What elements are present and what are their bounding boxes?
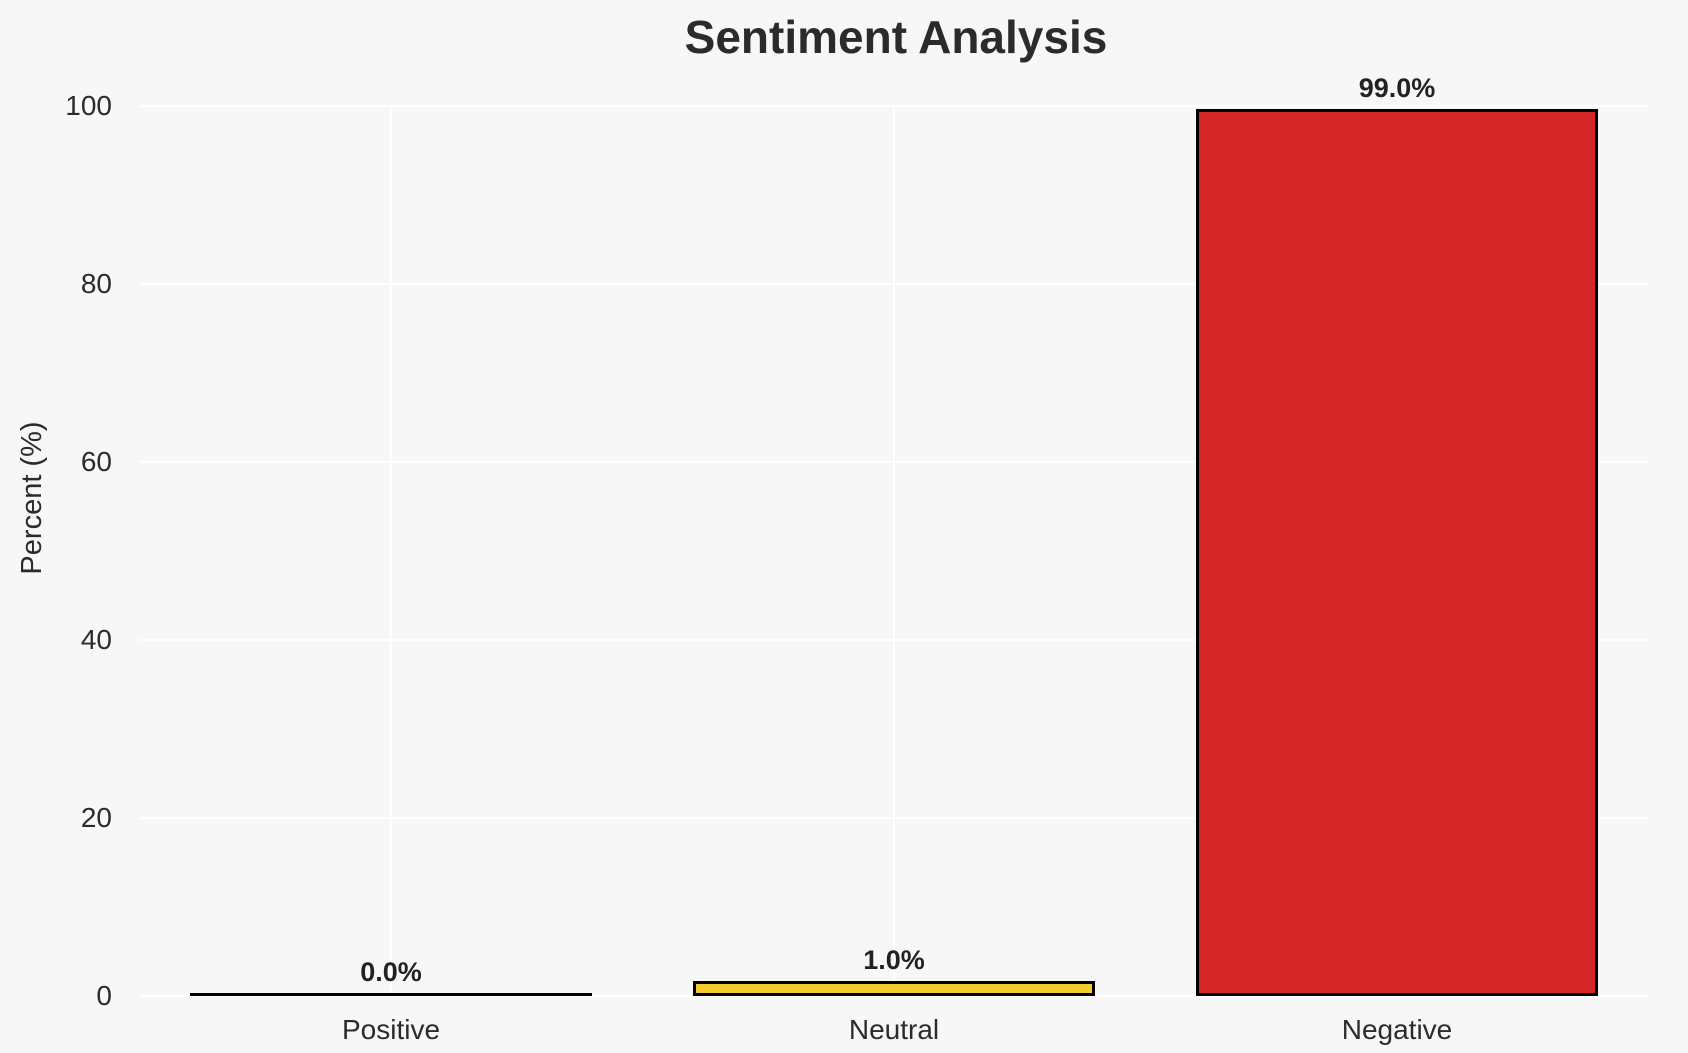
bar-negative: [1196, 109, 1598, 996]
bar-value-label: 99.0%: [1358, 73, 1436, 103]
y-tick-label: 60: [80, 446, 112, 477]
x-gridline: [390, 106, 392, 996]
bar-value-label: 1.0%: [863, 945, 925, 975]
y-axis-label: Percent (%): [16, 421, 48, 575]
y-gridline: [140, 995, 1648, 997]
chart-title: Sentiment Analysis: [684, 11, 1108, 63]
x-tick-label: Negative: [1341, 1014, 1453, 1045]
y-tick-label: 100: [65, 90, 112, 121]
y-tick-label: 80: [80, 268, 112, 299]
x-tick-label: Neutral: [848, 1014, 940, 1045]
y-tick-label: 40: [80, 624, 112, 655]
bar-neutral: [693, 981, 1095, 996]
y-tick-label: 20: [80, 802, 112, 833]
y-tick-label: 0: [96, 980, 112, 1011]
bar-positive: [190, 993, 592, 996]
x-gridline: [893, 106, 895, 996]
bar-value-label: 0.0%: [360, 957, 422, 987]
x-tick-label: Positive: [341, 1014, 441, 1045]
